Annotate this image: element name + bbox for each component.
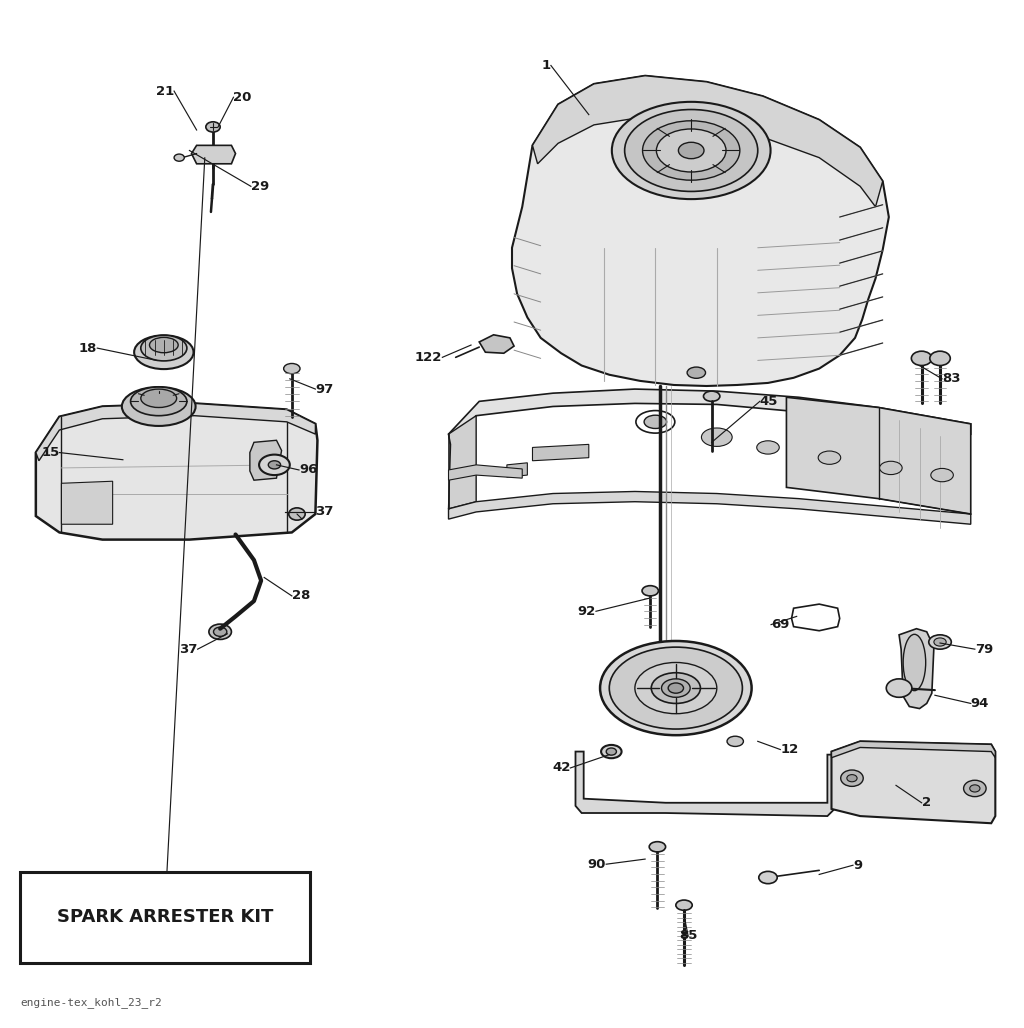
Polygon shape [479, 335, 514, 354]
Text: engine-tex_kohl_23_r2: engine-tex_kohl_23_r2 [20, 997, 162, 1007]
Ellipse shape [727, 736, 743, 746]
Ellipse shape [131, 387, 186, 415]
Ellipse shape [886, 678, 911, 697]
Ellipse shape [649, 842, 666, 852]
Ellipse shape [643, 120, 739, 180]
Polygon shape [507, 463, 527, 477]
Text: 83: 83 [942, 372, 961, 386]
Ellipse shape [612, 102, 771, 199]
Ellipse shape [259, 454, 290, 475]
Ellipse shape [964, 780, 986, 797]
Polygon shape [250, 440, 282, 480]
Ellipse shape [625, 110, 758, 191]
Ellipse shape [669, 683, 684, 693]
Ellipse shape [122, 387, 196, 426]
Text: 37: 37 [315, 506, 334, 518]
Ellipse shape [703, 391, 720, 401]
Text: 1: 1 [542, 59, 551, 72]
Ellipse shape [759, 872, 777, 884]
Ellipse shape [903, 634, 926, 691]
Ellipse shape [174, 154, 184, 161]
Ellipse shape [911, 352, 932, 366]
Ellipse shape [651, 672, 700, 703]
Text: 12: 12 [780, 743, 799, 756]
Ellipse shape [642, 586, 658, 596]
Ellipse shape [841, 770, 863, 786]
Polygon shape [899, 629, 934, 708]
Polygon shape [532, 76, 883, 207]
Ellipse shape [609, 647, 742, 729]
Ellipse shape [818, 451, 841, 465]
Ellipse shape [930, 352, 950, 366]
Text: 69: 69 [771, 618, 790, 631]
Ellipse shape [289, 508, 305, 520]
Ellipse shape [701, 428, 732, 446]
Ellipse shape [134, 335, 194, 369]
Polygon shape [792, 604, 840, 631]
Text: 97: 97 [315, 382, 334, 396]
Text: 18: 18 [79, 341, 97, 355]
Text: 29: 29 [251, 180, 269, 193]
Text: 45: 45 [760, 395, 778, 408]
Polygon shape [449, 465, 522, 480]
Polygon shape [449, 415, 476, 509]
Text: 28: 28 [292, 589, 310, 602]
Ellipse shape [141, 335, 186, 361]
Ellipse shape [656, 128, 726, 172]
Polygon shape [61, 481, 113, 524]
Text: 21: 21 [156, 84, 174, 98]
Ellipse shape [284, 364, 300, 374]
Ellipse shape [687, 367, 706, 378]
Polygon shape [532, 444, 589, 461]
Ellipse shape [931, 469, 953, 482]
Ellipse shape [644, 415, 667, 429]
Polygon shape [831, 741, 995, 758]
Text: 122: 122 [415, 351, 442, 364]
Text: 15: 15 [41, 446, 59, 460]
Polygon shape [786, 397, 971, 514]
Ellipse shape [206, 121, 220, 132]
Ellipse shape [934, 638, 946, 646]
Text: 79: 79 [975, 642, 993, 656]
Text: 96: 96 [299, 464, 317, 476]
Text: 90: 90 [588, 857, 606, 871]
Ellipse shape [150, 337, 178, 353]
Ellipse shape [606, 748, 616, 756]
Ellipse shape [880, 462, 902, 475]
Text: 92: 92 [578, 604, 596, 618]
Bar [20, 873, 310, 962]
Text: 2: 2 [922, 797, 931, 809]
Ellipse shape [847, 775, 857, 781]
Ellipse shape [929, 635, 951, 649]
Polygon shape [831, 741, 995, 823]
Ellipse shape [635, 662, 717, 713]
Ellipse shape [757, 441, 779, 454]
Text: 85: 85 [679, 929, 697, 943]
Polygon shape [191, 145, 236, 163]
Polygon shape [512, 76, 889, 386]
Ellipse shape [141, 389, 176, 407]
Text: 37: 37 [179, 642, 198, 656]
Polygon shape [449, 491, 971, 524]
Ellipse shape [676, 901, 692, 910]
Polygon shape [36, 403, 317, 540]
Polygon shape [449, 389, 971, 444]
Ellipse shape [636, 410, 675, 433]
Ellipse shape [600, 641, 752, 735]
Text: 9: 9 [853, 858, 862, 872]
Ellipse shape [268, 461, 281, 469]
Polygon shape [36, 403, 315, 461]
Ellipse shape [662, 678, 690, 697]
Text: 94: 94 [971, 697, 989, 710]
Text: SPARK ARRESTER KIT: SPARK ARRESTER KIT [57, 909, 273, 926]
Ellipse shape [970, 784, 980, 792]
Text: 42: 42 [552, 762, 570, 774]
Ellipse shape [601, 745, 622, 759]
Text: 20: 20 [233, 90, 252, 104]
Ellipse shape [209, 624, 231, 639]
Polygon shape [575, 751, 835, 816]
Ellipse shape [213, 627, 227, 636]
Ellipse shape [679, 142, 705, 158]
